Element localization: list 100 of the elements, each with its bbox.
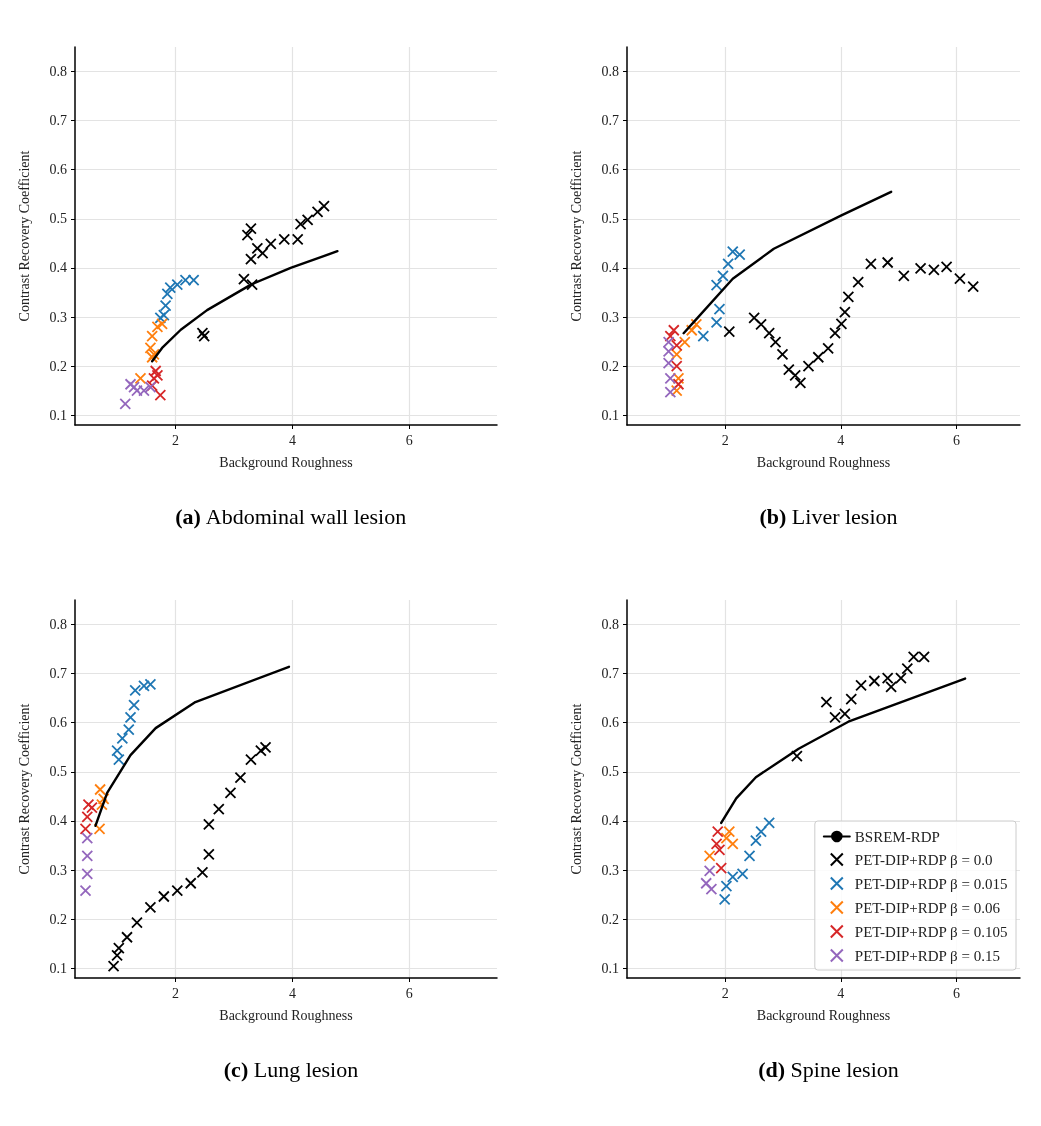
point [93, 822, 106, 835]
point [301, 213, 314, 226]
x-tick-label: 4 [288, 432, 296, 448]
point [245, 222, 257, 235]
x-tick-label: 4 [288, 985, 296, 1001]
text: (b) Liver lesion [759, 503, 898, 529]
point [776, 348, 789, 361]
point [264, 237, 277, 250]
point [812, 351, 825, 364]
point [212, 803, 225, 816]
y-tick-label: 0.6 [601, 715, 619, 731]
point [291, 233, 304, 246]
y-tick-label: 0.6 [49, 715, 67, 731]
legend-label: PET-DIP+RDP β = 0.015 [854, 875, 1008, 892]
point [179, 274, 192, 287]
point [245, 253, 257, 265]
point [685, 324, 698, 337]
point [144, 678, 157, 691]
point [700, 877, 713, 890]
point [690, 318, 703, 331]
point [171, 884, 184, 897]
point [131, 916, 143, 929]
point [723, 825, 736, 838]
y-tick-label: 0.3 [49, 862, 67, 878]
point [86, 801, 98, 814]
point [128, 699, 140, 711]
point [697, 330, 710, 343]
point [802, 360, 815, 372]
point [842, 290, 855, 303]
point [820, 696, 833, 709]
y-tick-label: 0.2 [601, 358, 619, 374]
point [234, 771, 247, 784]
point [187, 274, 200, 287]
point [703, 865, 716, 877]
y-tick-label: 0.5 [601, 211, 619, 227]
x-tick-label: 6 [405, 432, 413, 448]
y-tick-label: 0.3 [601, 309, 619, 325]
y-axis-title: Contrast Recovery Coefficient [16, 703, 32, 875]
point [119, 397, 132, 410]
y-tick-label: 0.4 [49, 260, 67, 276]
point [907, 651, 920, 663]
point [723, 325, 736, 338]
point [670, 339, 683, 352]
x-axis-title: Background Roughness [219, 454, 353, 470]
y-tick-label: 0.8 [601, 617, 619, 633]
point [670, 348, 683, 361]
y-tick-label: 0.7 [601, 113, 619, 129]
point [726, 870, 739, 883]
point [672, 378, 685, 391]
y-axis-title: Contrast Recovery Coefficient [16, 150, 32, 322]
x-axis-title: Background Roughness [756, 454, 891, 470]
point [794, 376, 807, 389]
point [835, 317, 848, 330]
point [713, 843, 726, 856]
y-tick-label: 0.1 [49, 407, 67, 423]
point [749, 834, 762, 847]
x-tick-label: 2 [721, 985, 729, 1001]
point [715, 862, 728, 874]
x-tick-label: 6 [952, 432, 960, 448]
point [171, 278, 184, 291]
point [144, 901, 157, 914]
point [246, 278, 258, 291]
point [129, 684, 142, 697]
point [838, 306, 851, 318]
point [138, 384, 150, 397]
legend-label: PET-DIP+RDP β = 0.15 [854, 947, 1000, 964]
point [722, 258, 735, 270]
point [164, 281, 177, 294]
y-tick-label: 0.8 [49, 617, 67, 633]
x-tick-label: 2 [721, 432, 729, 448]
y-tick-label: 0.4 [601, 813, 619, 829]
y-tick-label: 0.2 [49, 911, 67, 927]
point [940, 261, 953, 273]
point [134, 372, 147, 385]
point [897, 269, 910, 282]
point [202, 848, 215, 861]
point [717, 269, 729, 282]
x-axis-title: Background Roughness [219, 1007, 353, 1023]
y-axis-title: Contrast Recovery Coefficient [568, 150, 584, 322]
point [868, 675, 881, 687]
point [782, 363, 795, 376]
point [918, 651, 930, 663]
point [224, 787, 237, 799]
legend-label: PET-DIP+RDP β = 0.0 [854, 851, 993, 868]
y-tick-label: 0.7 [49, 666, 67, 682]
point [79, 884, 92, 897]
text: (c) Lung lesion [223, 1056, 359, 1082]
point [901, 662, 914, 675]
point [736, 868, 749, 880]
y-axis-title: Contrast Recovery Coefficient [568, 703, 584, 875]
point [733, 248, 746, 261]
y-tick-label: 0.5 [601, 764, 619, 780]
point [294, 218, 307, 231]
line-series [94, 665, 291, 828]
point [755, 318, 767, 331]
x-tick-label: 4 [837, 985, 845, 1001]
y-tick-label: 0.6 [49, 162, 67, 178]
point [664, 330, 677, 343]
point [822, 342, 835, 355]
point [238, 273, 250, 286]
